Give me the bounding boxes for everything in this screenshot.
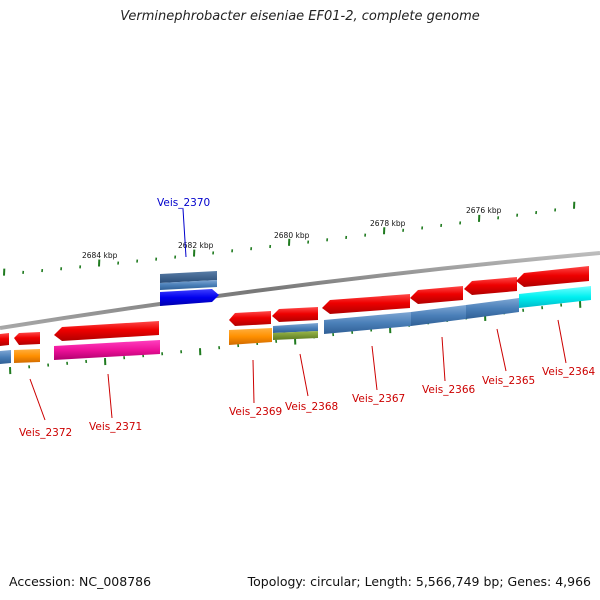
strand-reverse xyxy=(160,271,219,306)
gene-label-2372[interactable]: Veis_2372 xyxy=(19,427,72,439)
gene-arrow-fwd-a[interactable] xyxy=(0,333,9,346)
gene-arrow-fwd-b[interactable] xyxy=(14,332,40,345)
gene-box-2367[interactable] xyxy=(324,312,411,334)
topology-text: Topology: circular; Length: 5,566,749 bp… xyxy=(247,574,591,589)
gene-label-2369[interactable]: Veis_2369 xyxy=(229,406,282,418)
gene-box-2365[interactable] xyxy=(466,298,519,319)
genome-backbone xyxy=(0,251,600,330)
gene-label-2366[interactable]: Veis_2366 xyxy=(422,384,476,396)
callout-line-2368 xyxy=(299,353,309,397)
strand-function xyxy=(0,286,591,364)
callout-line-2365 xyxy=(496,328,507,372)
gene-box-2371[interactable] xyxy=(54,340,160,360)
gene-arrow-fwd-2364[interactable] xyxy=(516,266,589,287)
callout-line-2367 xyxy=(371,345,378,391)
scale-label-2680: 2680 kbp xyxy=(274,231,310,240)
scale-label-2684: 2684 kbp xyxy=(82,251,118,260)
gene-box-2372-left[interactable] xyxy=(0,350,11,364)
gene-box-2369[interactable] xyxy=(229,328,272,345)
gene-box-2368-top[interactable] xyxy=(273,323,318,333)
callout-line-2366 xyxy=(441,336,446,382)
callout-line-2371 xyxy=(107,373,113,419)
callout-lines xyxy=(29,208,567,421)
callout-line-2370 xyxy=(182,208,187,258)
gene-arrow-fwd-2369[interactable] xyxy=(229,311,271,326)
gene-arrow-fwd-2365[interactable] xyxy=(464,277,517,295)
gene-box-2364[interactable] xyxy=(519,286,591,308)
gene-arrow-fwd-2366[interactable] xyxy=(410,286,463,304)
gene-arrow-fwd-2371[interactable] xyxy=(54,321,159,341)
gene-box-2372[interactable] xyxy=(14,349,40,363)
gene-label-2368[interactable]: Veis_2368 xyxy=(285,401,338,413)
gene-arrow-rev-2370[interactable] xyxy=(160,289,219,306)
gene-box-2370-mid[interactable] xyxy=(160,280,217,290)
gene-arrow-fwd-2368[interactable] xyxy=(272,307,318,322)
gene-label-2371[interactable]: Veis_2371 xyxy=(89,421,142,433)
scale-label-2676: 2676 kbp xyxy=(466,206,502,215)
callout-line-2369 xyxy=(252,359,255,404)
gene-box-2368-bottom[interactable] xyxy=(273,331,318,340)
scale-label-2682: 2682 kbp xyxy=(178,241,214,250)
gene-box-2370-top[interactable] xyxy=(160,271,217,283)
strand-forward xyxy=(0,266,589,346)
callout-line-2364 xyxy=(557,319,567,364)
gene-label-2365[interactable]: Veis_2365 xyxy=(482,375,535,387)
gene-label-2370[interactable]: Veis_2370 xyxy=(157,197,210,209)
accession-text: Accession: NC_008786 xyxy=(9,574,152,589)
gene-arrow-fwd-2367[interactable] xyxy=(322,294,410,314)
scale-label-2678: 2678 kbp xyxy=(370,219,406,228)
callout-line-2372 xyxy=(29,378,46,421)
gene-label-2367[interactable]: Veis_2367 xyxy=(352,393,405,405)
gene-box-2366[interactable] xyxy=(411,305,466,326)
map-title: Verminephrobacter eiseniae EF01-2, compl… xyxy=(120,9,480,24)
gene-label-2364[interactable]: Veis_2364 xyxy=(542,366,596,378)
